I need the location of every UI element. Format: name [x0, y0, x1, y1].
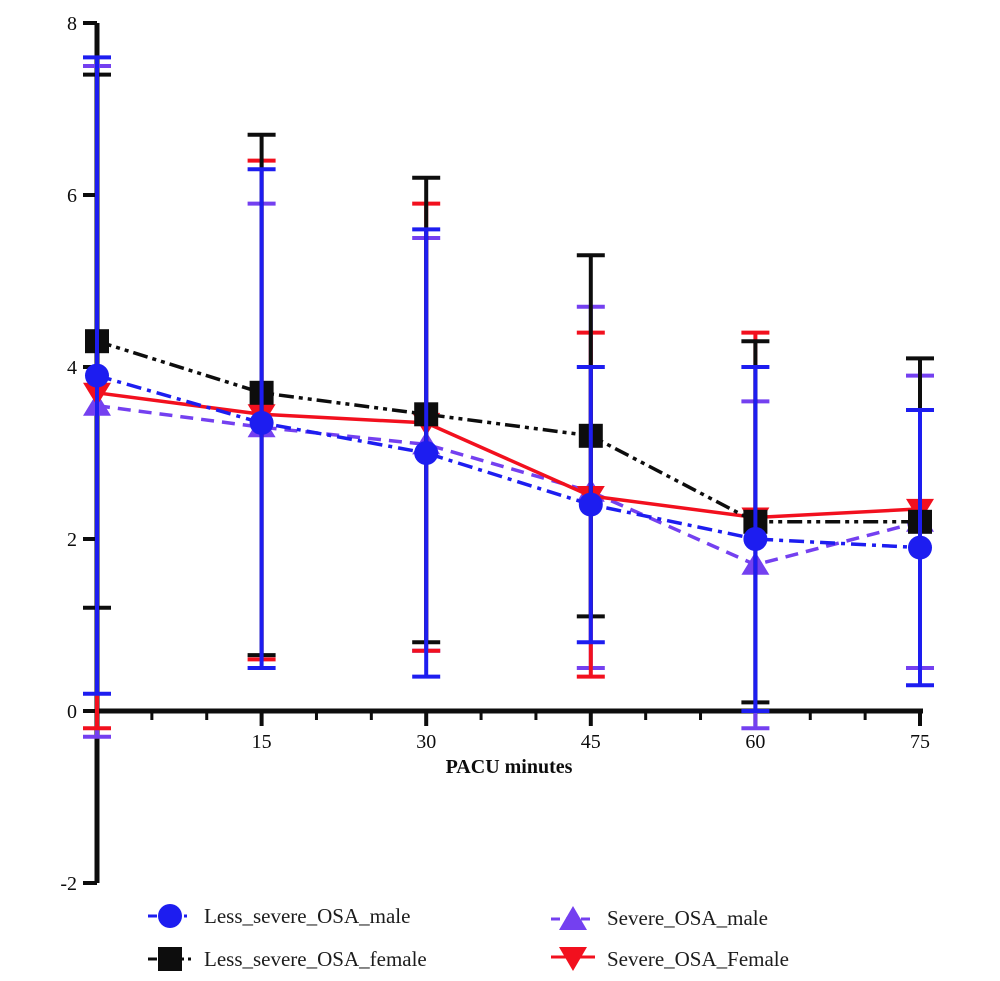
y-tick-label: 8: [67, 13, 77, 35]
legend-label: Severe_OSA_male: [607, 905, 768, 930]
legend-item-severe-osa-female: Severe_OSA_Female: [549, 944, 789, 974]
legend-label: Less_severe_OSA_female: [204, 946, 427, 971]
series-less_severe_osa_female: [83, 72, 934, 705]
y-tick-label: 6: [67, 185, 77, 207]
triangle-down-marker-icon: [551, 947, 595, 971]
series-severe_osa_female: [83, 158, 934, 731]
y-tick-label: 4: [67, 357, 77, 379]
x-tick-label: 45: [581, 731, 601, 753]
x-tick-label: 15: [252, 731, 272, 753]
series-less_severe_osa_male: [83, 55, 934, 713]
legend-item-less-severe-osa-male: Less_severe_OSA_male: [146, 901, 410, 931]
x-tick-label: 30: [416, 731, 436, 753]
circle-marker-icon: [148, 904, 192, 928]
y-tick-label: -2: [60, 873, 77, 895]
legend-label: Severe_OSA_Female: [607, 946, 789, 971]
square-marker-icon: [148, 947, 192, 971]
x-axis-label: PACU minutes: [445, 756, 573, 778]
legend-item-severe-osa-male: Severe_OSA_male: [549, 903, 768, 933]
x-tick-label: 60: [745, 731, 765, 753]
legend-item-less-severe-osa-female: Less_severe_OSA_female: [146, 944, 427, 974]
y-tick-label: 0: [67, 701, 77, 723]
triangle-up-marker-icon: [551, 906, 595, 930]
y-tick-label: 2: [67, 529, 77, 551]
series-severe_osa_male: [83, 64, 934, 739]
x-tick-label: 75: [910, 731, 930, 753]
legend-label: Less_severe_OSA_male: [204, 903, 411, 928]
